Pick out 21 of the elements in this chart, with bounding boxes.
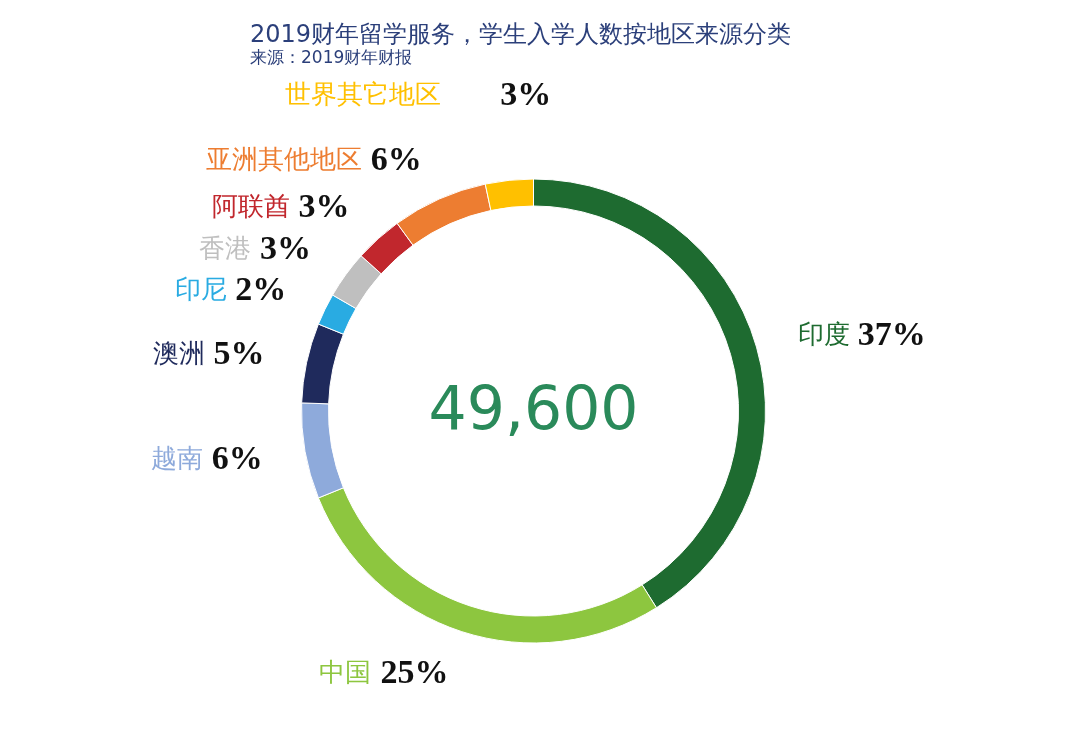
slice-label: 印尼: [174, 274, 227, 305]
slice-label: 世界其它地区: [284, 78, 441, 109]
slice-label: 中国: [319, 656, 372, 687]
slice-label: 香港: [199, 233, 252, 264]
data-label: 3%: [298, 186, 350, 224]
text: 49,600: [428, 373, 639, 443]
slice-label: 亚洲其他地区: [205, 143, 362, 174]
data-label: 37%: [857, 315, 926, 353]
data-label: 6%: [211, 438, 263, 476]
data-label: 2%: [235, 270, 287, 308]
data-label: 5%: [213, 333, 265, 371]
data-label: 6%: [370, 139, 422, 177]
chart-title: 2019财年留学服务，学生入学人数按地区来源分类: [250, 19, 792, 48]
source-note: 来源：2019财年财报: [250, 46, 413, 67]
slice-label: 印度: [797, 319, 850, 350]
slice-label: 澳洲: [152, 337, 205, 368]
data-label: 3%: [500, 74, 552, 112]
data-label: 3%: [260, 229, 312, 267]
slice-label: 越南: [151, 442, 203, 473]
data-label: 25%: [380, 652, 449, 690]
slice-label: 阿联酋: [211, 190, 290, 221]
